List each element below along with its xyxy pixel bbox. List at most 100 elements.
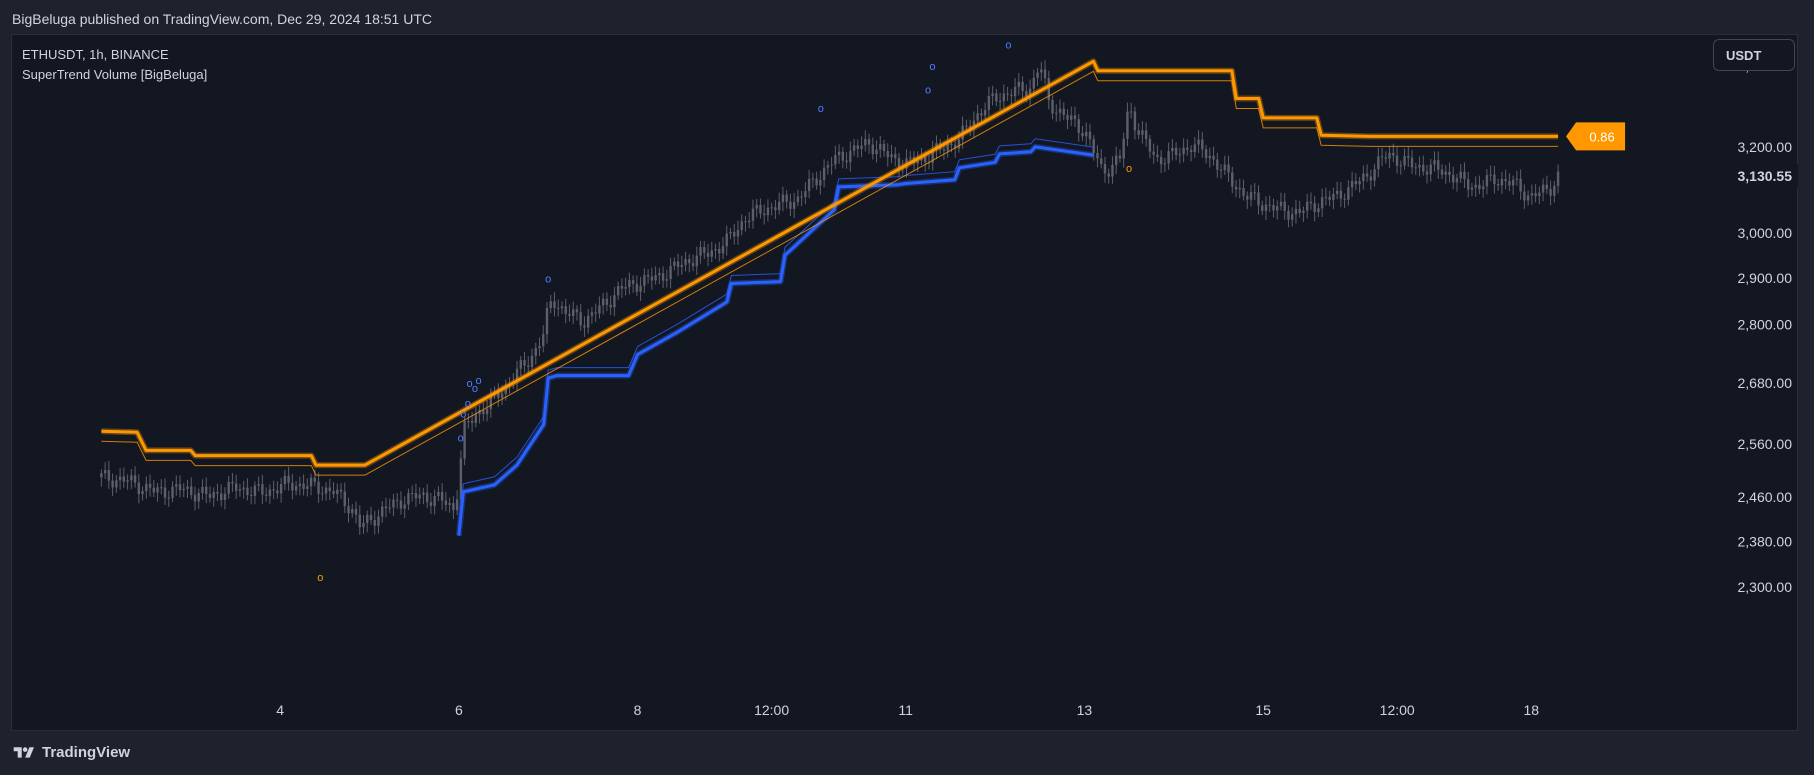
signal-marker[interactable]: o [458, 433, 464, 445]
candle-body [1264, 204, 1268, 211]
signal-marker[interactable]: o [929, 61, 935, 73]
candle-body [800, 196, 803, 198]
candle-body [163, 487, 167, 498]
supertrend-line[interactable] [101, 59, 1559, 467]
candle-body [781, 194, 785, 203]
signal-marker[interactable]: o [1005, 39, 1011, 51]
candle-body [1534, 193, 1537, 197]
candle-body [1223, 164, 1226, 170]
candle-body [1418, 164, 1421, 168]
candle-body [946, 144, 949, 151]
candle-body [489, 394, 493, 409]
candle-body [1545, 184, 1549, 190]
candle-body [1302, 210, 1305, 213]
candle-body [953, 144, 957, 149]
candle-body [1358, 181, 1361, 185]
candle-body [822, 167, 826, 180]
candle-body [306, 486, 309, 489]
candle-body [1530, 193, 1534, 196]
candle-body [995, 93, 998, 102]
x-tick-label: 15 [1255, 702, 1271, 718]
candle-body [807, 178, 811, 192]
signal-marker[interactable]: o [818, 103, 824, 115]
candle-body [527, 365, 530, 368]
x-tick-label: 11 [898, 702, 913, 718]
candle-body [841, 151, 845, 161]
signal-marker[interactable]: o [467, 378, 473, 390]
signal-marker[interactable]: o [1126, 163, 1132, 175]
candle-body [924, 156, 927, 163]
candle-body [1234, 186, 1238, 190]
candle-body [167, 497, 170, 499]
candle-body [407, 493, 410, 505]
candle-body [777, 202, 781, 211]
signal-marker[interactable]: o [465, 398, 471, 410]
candle-body [444, 500, 448, 505]
candle-body [1133, 111, 1137, 131]
candle-body [1058, 108, 1062, 113]
candle-body [845, 160, 848, 163]
candle-body [920, 156, 923, 161]
candle-body [1010, 94, 1013, 97]
candle-body [744, 221, 747, 223]
candle-body [220, 493, 223, 501]
candle-body [890, 154, 893, 158]
chart-panel[interactable] [11, 34, 1798, 731]
candle-body [991, 93, 994, 97]
indicator-label[interactable]: SuperTrend Volume [BigBeluga] [22, 67, 208, 82]
signal-marker[interactable]: o [925, 85, 931, 97]
candle-body [1343, 198, 1346, 200]
signal-marker[interactable]: o [545, 274, 551, 286]
candle-body [605, 298, 609, 305]
candle-body [1549, 189, 1552, 196]
candle-body [1246, 195, 1249, 200]
candle-body [950, 144, 953, 146]
candle-body [770, 207, 773, 209]
currency-button[interactable]: USDT [1713, 39, 1795, 71]
signal-marker[interactable]: o [317, 572, 323, 584]
candle-body [238, 489, 242, 491]
candle-body [856, 145, 860, 149]
candle-body [1290, 214, 1294, 220]
candle-body [1373, 169, 1376, 181]
candle-body [1347, 187, 1350, 200]
signal-marker[interactable]: o [475, 375, 481, 387]
symbol-label[interactable]: ETHUSDT, 1h, BINANCE [22, 47, 169, 62]
candle-body [1261, 205, 1264, 211]
candle-body [160, 487, 163, 489]
candle-body [1036, 72, 1039, 78]
candle-body [130, 475, 133, 481]
candle-body [178, 484, 182, 491]
current-price-label[interactable]: 3,130.55 [1738, 168, 1793, 184]
candle-body [429, 502, 433, 506]
candle-body [601, 298, 605, 306]
candle-body [849, 150, 852, 163]
candle-body [133, 475, 137, 483]
candle-body [186, 486, 189, 489]
tradingview-logo[interactable]: TradingView [12, 744, 130, 761]
candle-body [875, 149, 878, 155]
candle-body [613, 295, 616, 308]
candle-body [242, 487, 245, 490]
supertrend-line[interactable] [457, 145, 1094, 536]
candle-body [557, 307, 560, 309]
x-tick-label: 6 [455, 702, 463, 718]
top-bar: BigBeluga published on TradingView.com, … [0, 0, 1814, 38]
candle-body [931, 150, 934, 163]
signal-marker[interactable]: o [472, 383, 478, 395]
candle-body [1085, 131, 1088, 137]
candle-body [998, 101, 1002, 103]
candle-body [882, 143, 886, 152]
candle-body [661, 273, 665, 281]
candle-body [542, 334, 545, 347]
candle-body [452, 503, 455, 511]
candle-body [1189, 149, 1193, 152]
candle-body [504, 384, 508, 394]
signal-marker[interactable]: o [460, 408, 466, 420]
candle-body [205, 486, 208, 494]
candle-body [1317, 208, 1320, 213]
candle-body [1137, 130, 1140, 135]
candle-body [478, 410, 481, 415]
candle-body [1249, 192, 1253, 200]
